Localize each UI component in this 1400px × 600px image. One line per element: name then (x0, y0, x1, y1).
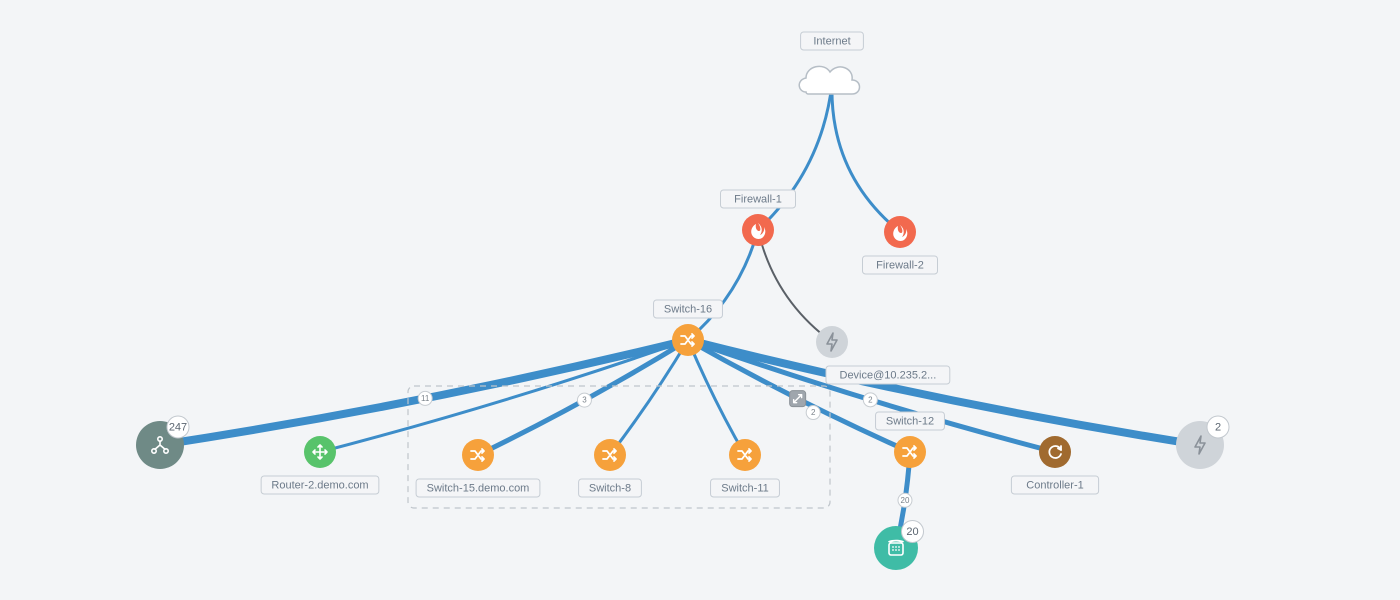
node-label-text: Router-2.demo.com (271, 479, 368, 491)
node-label-text: Switch-15.demo.com (427, 482, 530, 494)
node-label-text: Internet (813, 35, 850, 47)
node-label-box: Firewall-2 (863, 256, 938, 274)
node-label-text: Switch-8 (589, 482, 631, 494)
flame-icon-bg (884, 216, 916, 248)
bolt-icon-bg (816, 326, 848, 358)
node-label-box: Device@10.235.2... (826, 366, 950, 384)
edge-count-value: 3 (582, 396, 587, 405)
count-badge-value: 247 (169, 421, 187, 433)
edge-count-value: 2 (868, 395, 873, 404)
flame-icon-bg (742, 214, 774, 246)
node-label-text: Controller-1 (1026, 479, 1083, 491)
refresh-icon-bg (1039, 436, 1071, 468)
count-badge-value: 20 (906, 526, 918, 538)
count-badge-value: 2 (1215, 421, 1221, 433)
node-label-box: Switch-16 (654, 300, 723, 318)
node-label-box: Router-2.demo.com (261, 476, 379, 494)
node-label-box: Switch-8 (579, 479, 642, 497)
node-label-text: Switch-11 (721, 482, 768, 494)
node-label-text: Switch-16 (664, 303, 712, 315)
node-label-box: Controller-1 (1011, 476, 1098, 494)
node-label-box: Internet (801, 32, 864, 50)
node-label-box: Switch-15.demo.com (416, 479, 540, 497)
node-label-text: Device@10.235.2... (840, 369, 937, 381)
node-label-text: Switch-12 (886, 415, 934, 427)
edge-count-value: 20 (901, 496, 910, 505)
node-label-text: Firewall-2 (876, 259, 924, 271)
node-label-text: Firewall-1 (734, 193, 782, 205)
node-label-box: Switch-11 (711, 479, 780, 497)
node-label-box: Firewall-1 (721, 190, 796, 208)
edge-count-value: 2 (811, 408, 816, 417)
edge-count-value: 11 (421, 394, 430, 403)
node-label-box: Switch-12 (876, 412, 945, 430)
network-topology-diagram[interactable]: 11 3 2 2 20 Internet Firewall-1 Firewall-2 Switc… (0, 0, 1400, 600)
